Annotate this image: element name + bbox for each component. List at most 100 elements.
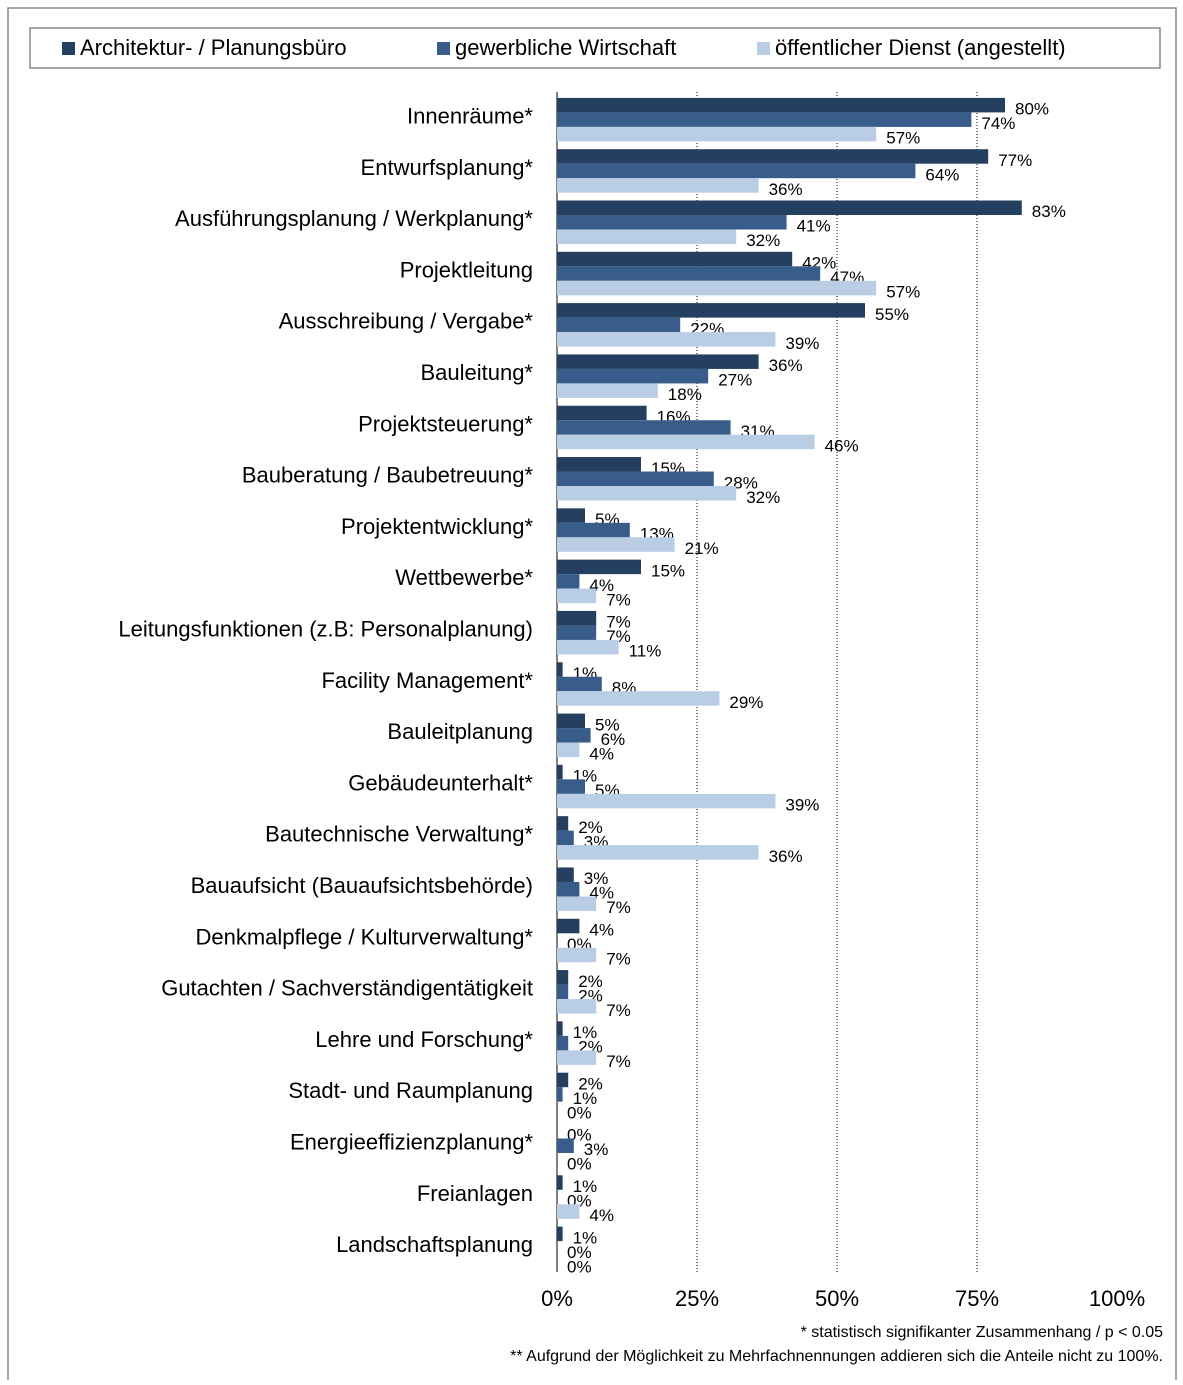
value-label: 1% [573,1228,598,1247]
bar [557,486,737,501]
value-label: 0% [567,1155,592,1174]
bar [557,742,580,758]
note: * statistisch signifikanter Zusammenhang… [801,1324,1164,1341]
bar [557,126,877,142]
bar [557,97,1005,113]
bar [557,229,737,245]
bar [557,625,597,640]
bar [557,816,569,831]
legend-swatch [62,42,75,55]
category-label: Gutachten / Sachverständigentätigkeit [161,976,533,1001]
bar [557,728,591,743]
value-label: 39% [785,334,819,353]
value-label: 27% [718,371,752,390]
category-label: Bautechnische Verwaltung* [265,822,533,847]
bar [557,434,815,450]
bar [557,639,619,655]
x-tick-label: 25% [675,1286,719,1311]
value-label: 0% [567,1243,592,1262]
category-label: Projektleitung [400,257,533,282]
bar [557,867,574,882]
bar [557,970,569,985]
bar [557,266,821,281]
bar [557,537,675,552]
legend-box [29,27,1161,69]
value-label: 3% [584,1140,609,1159]
bar [557,999,597,1014]
value-label: 7% [606,590,631,609]
x-tick-label: 100% [1089,1286,1145,1311]
value-label: 36% [769,847,803,866]
value-label: 32% [746,231,780,250]
category-label: Facility Management* [321,668,533,693]
bar [557,1175,563,1190]
bar [557,896,597,911]
bar [557,1138,574,1153]
bar [557,764,563,780]
category-label: Stadt- und Raumplanung [288,1078,533,1103]
category-label: Energieeffizienzplanung* [290,1130,533,1155]
category-label: Bauberatung / Baubetreuung* [242,463,534,488]
category-label: Bauleitplanung [387,719,533,744]
value-label: 80% [1015,100,1049,119]
value-label: 41% [797,217,831,236]
value-label: 21% [685,539,719,558]
category-label: Ausschreibung / Vergabe* [279,309,534,334]
value-label: 1% [573,1089,598,1108]
x-tick-label: 75% [955,1286,999,1311]
value-label: 1% [573,1023,598,1042]
value-label: 1% [573,1177,598,1196]
value-label: 4% [589,744,614,763]
category-label: Entwurfsplanung* [361,155,534,180]
value-label: 2% [578,972,603,991]
value-label: 64% [925,165,959,184]
bar [557,200,1022,216]
bar [557,471,714,487]
bar [557,588,597,604]
bar [557,457,641,472]
category-label: Leitungsfunktionen (z.B: Personalplanung… [118,617,533,642]
bar [557,112,972,127]
legend-label: öffentlicher Dienst (angestellt) [775,35,1066,60]
category-label: Projektentwicklung* [341,514,533,539]
bar [557,251,793,267]
value-label: 3% [584,869,609,888]
category-label: Bauaufsicht (Bauaufsichtsbehörde) [191,873,533,898]
x-tick-label: 0% [541,1286,573,1311]
bar [557,405,647,421]
bar [557,303,865,318]
value-label: 7% [606,898,631,917]
legend-label: Architektur- / Planungsbüro [80,35,347,60]
bar [557,1021,563,1036]
x-tick-label: 50% [815,1286,859,1311]
chart-border [7,7,1177,1385]
bar [557,280,877,296]
bar [557,881,580,897]
bar [557,215,787,230]
value-label: 57% [886,129,920,148]
value-label: 55% [875,305,909,324]
bar [557,317,681,333]
bar [557,984,569,1000]
value-label: 32% [746,488,780,507]
bar [557,845,759,860]
bar [557,522,630,538]
bar [557,947,597,963]
value-label: 36% [769,356,803,375]
value-label: 7% [606,1052,631,1071]
bar [557,691,720,706]
category-label: Bauleitung* [420,360,533,385]
value-label: 2% [578,818,603,837]
category-label: Wettbewerbe* [395,565,533,590]
category-label: Landschaftsplanung [336,1232,533,1257]
category-label: Projektsteuerung* [358,411,533,436]
bar [557,1204,580,1219]
value-label: 18% [668,385,702,404]
bar [557,163,916,179]
value-label: 46% [825,436,859,455]
bar [557,1050,597,1065]
bar [557,1226,563,1242]
value-label: 11% [629,642,662,661]
bar [557,1087,563,1102]
value-label: 2% [578,1074,603,1093]
